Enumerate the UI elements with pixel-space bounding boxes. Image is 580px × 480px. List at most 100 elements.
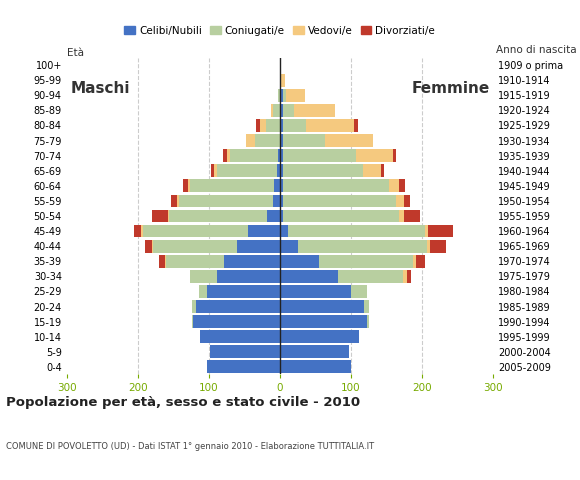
- Bar: [211, 164, 215, 177]
- Bar: [294, 104, 335, 117]
- Bar: [364, 300, 369, 313]
- Bar: [280, 149, 284, 162]
- Bar: [280, 360, 351, 373]
- Bar: [177, 194, 179, 207]
- Bar: [281, 74, 285, 87]
- Bar: [325, 134, 373, 147]
- Bar: [430, 240, 446, 252]
- Bar: [274, 180, 280, 192]
- Bar: [280, 194, 284, 207]
- Bar: [280, 180, 284, 192]
- Bar: [280, 346, 350, 358]
- Bar: [338, 270, 404, 283]
- Bar: [193, 300, 196, 313]
- Bar: [284, 119, 306, 132]
- Bar: [280, 119, 284, 132]
- Bar: [210, 346, 280, 358]
- Bar: [224, 255, 280, 268]
- Bar: [179, 194, 273, 207]
- Bar: [398, 210, 404, 222]
- Bar: [159, 255, 165, 268]
- Bar: [280, 315, 367, 328]
- Text: Maschi: Maschi: [70, 81, 130, 96]
- Bar: [152, 210, 168, 222]
- Bar: [273, 104, 280, 117]
- Bar: [284, 180, 389, 192]
- Bar: [153, 240, 237, 252]
- Bar: [284, 89, 285, 102]
- Bar: [208, 360, 280, 373]
- Bar: [280, 59, 281, 72]
- Bar: [306, 119, 354, 132]
- Legend: Celibi/Nubili, Coniugati/e, Vedovi/e, Divorziati/e: Celibi/Nubili, Coniugati/e, Vedovi/e, Di…: [120, 22, 440, 40]
- Bar: [284, 104, 294, 117]
- Bar: [280, 89, 284, 102]
- Bar: [354, 119, 358, 132]
- Bar: [280, 255, 319, 268]
- Bar: [363, 164, 380, 177]
- Text: Età: Età: [67, 48, 84, 58]
- Bar: [288, 225, 425, 238]
- Bar: [193, 315, 280, 328]
- Bar: [223, 149, 227, 162]
- Bar: [280, 210, 284, 222]
- Bar: [134, 225, 142, 238]
- Bar: [248, 225, 280, 238]
- Bar: [188, 180, 190, 192]
- Bar: [298, 240, 427, 252]
- Bar: [273, 194, 280, 207]
- Bar: [166, 255, 224, 268]
- Bar: [285, 89, 306, 102]
- Bar: [416, 255, 425, 268]
- Bar: [284, 194, 396, 207]
- Bar: [171, 194, 177, 207]
- Bar: [284, 210, 398, 222]
- Bar: [216, 164, 277, 177]
- Bar: [145, 240, 152, 252]
- Bar: [190, 270, 218, 283]
- Bar: [399, 180, 405, 192]
- Bar: [356, 149, 393, 162]
- Bar: [280, 74, 281, 87]
- Bar: [267, 210, 280, 222]
- Bar: [319, 255, 413, 268]
- Bar: [425, 225, 429, 238]
- Bar: [389, 180, 399, 192]
- Bar: [280, 270, 338, 283]
- Bar: [396, 194, 404, 207]
- Bar: [413, 255, 416, 268]
- Bar: [227, 149, 230, 162]
- Bar: [152, 240, 153, 252]
- Bar: [218, 270, 280, 283]
- Bar: [192, 315, 193, 328]
- Bar: [230, 149, 278, 162]
- Bar: [284, 149, 356, 162]
- Bar: [407, 270, 411, 283]
- Bar: [255, 134, 280, 147]
- Bar: [277, 164, 280, 177]
- Bar: [246, 134, 255, 147]
- Bar: [367, 315, 369, 328]
- Bar: [280, 104, 284, 117]
- Bar: [169, 210, 267, 222]
- Bar: [199, 285, 208, 298]
- Bar: [190, 180, 274, 192]
- Bar: [280, 285, 351, 298]
- Bar: [404, 270, 407, 283]
- Bar: [237, 240, 280, 252]
- Bar: [256, 119, 260, 132]
- Bar: [351, 285, 367, 298]
- Bar: [183, 180, 188, 192]
- Bar: [280, 330, 360, 343]
- Bar: [393, 149, 396, 162]
- Text: Anno di nascita: Anno di nascita: [496, 45, 577, 55]
- Bar: [215, 164, 216, 177]
- Bar: [278, 89, 280, 102]
- Bar: [380, 164, 385, 177]
- Bar: [168, 210, 169, 222]
- Bar: [165, 255, 166, 268]
- Bar: [280, 164, 284, 177]
- Bar: [260, 119, 266, 132]
- Bar: [142, 225, 143, 238]
- Bar: [196, 300, 280, 313]
